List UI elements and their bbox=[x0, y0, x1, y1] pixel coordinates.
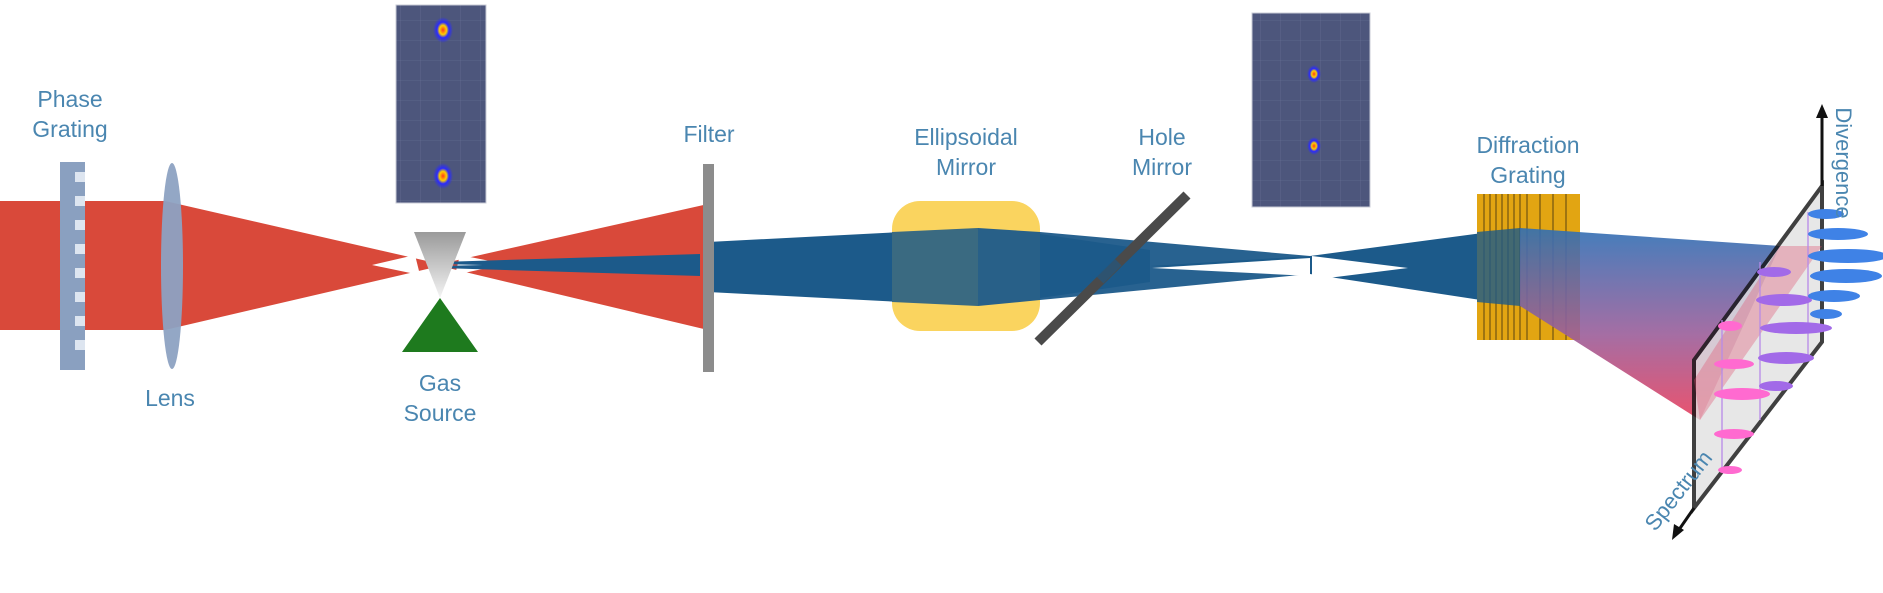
label-divergence-axis: Divergence bbox=[1831, 107, 1856, 219]
label-filter-text: Filter bbox=[683, 121, 735, 147]
xuv-beam-in-mirror bbox=[892, 228, 978, 306]
label-diffraction-grating: Diffraction Grating bbox=[1458, 130, 1598, 190]
divergence-arrowhead-icon bbox=[1816, 104, 1828, 118]
label-phase-grating-line1: Phase bbox=[37, 86, 103, 112]
hole-mirror-hole bbox=[1096, 258, 1122, 284]
label-ellipsoidal-mirror: Ellipsoidal Mirror bbox=[896, 122, 1036, 182]
label-lens-text: Lens bbox=[145, 385, 195, 411]
label-hole-mirror-line2: Mirror bbox=[1131, 154, 1193, 180]
hole-cross-left bbox=[1152, 258, 1310, 276]
label-lens: Lens bbox=[130, 383, 210, 413]
ir-beam-incoming bbox=[0, 201, 440, 330]
xuv-beam-lower-source bbox=[440, 260, 700, 276]
label-diffraction-grating-line2: Grating bbox=[1490, 162, 1566, 188]
xuv-beam-mid-fill bbox=[1040, 234, 1150, 298]
label-gas-source: Gas Source bbox=[390, 368, 490, 428]
harmonic-spots-pink bbox=[1714, 321, 1770, 474]
hole-cross-right bbox=[1312, 256, 1408, 280]
label-ellipsoidal-mirror-line2: Mirror bbox=[935, 154, 997, 180]
label-ellipsoidal-mirror-line1: Ellipsoidal bbox=[914, 124, 1018, 150]
label-hole-mirror: Hole Mirror bbox=[1112, 122, 1212, 182]
far-field-inset-1 bbox=[395, 4, 487, 204]
focus-cross-right bbox=[455, 255, 505, 275]
harmonic-spots-blue bbox=[1808, 209, 1883, 319]
label-gas-source-line1: Gas bbox=[418, 370, 462, 396]
label-diffraction-grating-line1: Diffraction bbox=[1476, 132, 1580, 158]
label-gas-source-line2: Source bbox=[403, 400, 477, 426]
focus-cross-left bbox=[372, 255, 420, 275]
label-hole-mirror-line1: Hole bbox=[1138, 124, 1186, 150]
gas-source-triangle bbox=[402, 298, 478, 352]
label-filter: Filter bbox=[664, 119, 754, 149]
phase-grating bbox=[60, 162, 85, 370]
label-phase-grating-line2: Grating bbox=[32, 116, 108, 142]
phase-grating-slits bbox=[75, 172, 85, 350]
far-field-inset-2 bbox=[1251, 12, 1371, 208]
fan-over-screen bbox=[1694, 246, 1822, 420]
filter bbox=[703, 164, 714, 372]
gas-nozzle bbox=[414, 232, 466, 298]
lens bbox=[161, 163, 183, 369]
label-phase-grating: Phase Grating bbox=[20, 84, 120, 144]
detector-screen bbox=[1692, 179, 1824, 514]
harmonic-spots-purple bbox=[1756, 267, 1832, 391]
spectrum-arrowhead-icon bbox=[1672, 524, 1684, 540]
